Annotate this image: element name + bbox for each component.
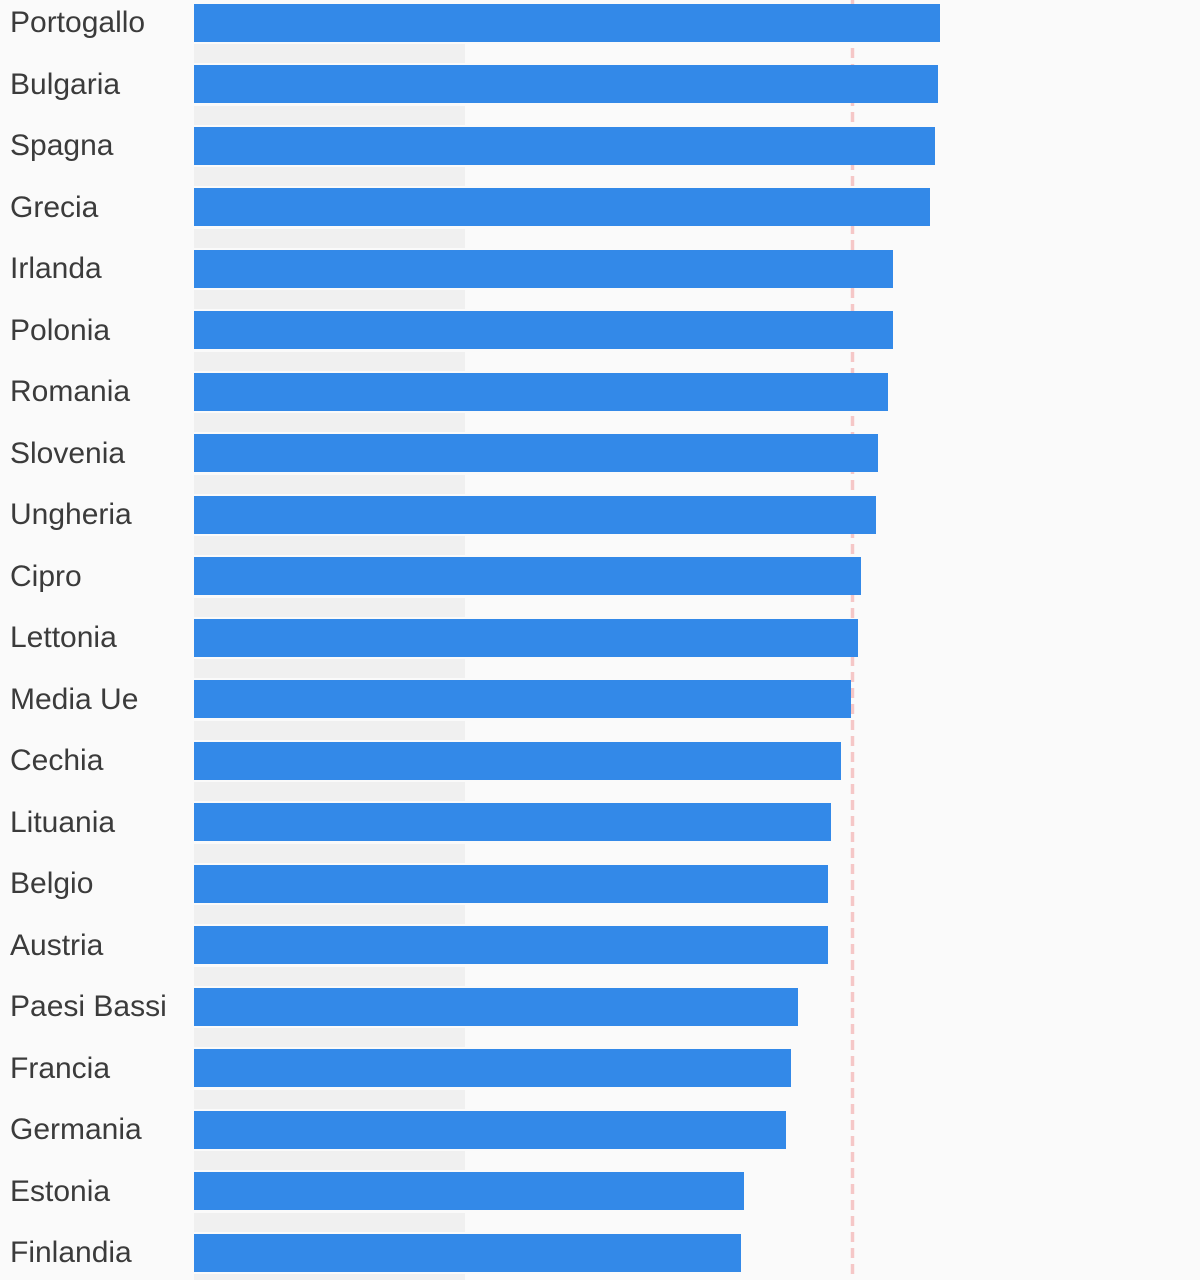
country-bar[interactable]	[194, 126, 935, 165]
country-label: Germania	[10, 1113, 142, 1146]
chart-row: Cechia	[0, 738, 1200, 801]
country-label: Media Ue	[10, 682, 139, 716]
country-label: Finlandia	[10, 1236, 132, 1269]
country-bar[interactable]	[194, 618, 858, 657]
country-label: Bulgaria	[10, 67, 121, 101]
row-stripe	[194, 1151, 465, 1170]
chart-row: Estonia	[0, 1169, 1200, 1232]
row-stripe	[194, 44, 465, 63]
country-bar[interactable]	[194, 311, 893, 349]
row-stripe	[194, 228, 465, 248]
row-stripe	[194, 597, 465, 617]
chart-row: Austria	[0, 923, 1200, 986]
country-label: Austria	[10, 928, 104, 962]
country-label: Cechia	[10, 744, 104, 777]
country-label: Spagna	[10, 129, 114, 162]
chart-row: Bulgaria	[0, 62, 1200, 125]
country-bar[interactable]	[194, 926, 828, 964]
chart-row: Irlanda	[0, 246, 1200, 309]
country-bar[interactable]	[194, 864, 828, 903]
row-stripe	[194, 966, 465, 986]
country-label: Ungheria	[10, 498, 132, 531]
country-label: Belgio	[10, 867, 94, 900]
chart-row: Belgio	[0, 861, 1200, 924]
country-label: Polonia	[10, 313, 111, 347]
chart-row: Spagna	[0, 123, 1200, 186]
country-label: Grecia	[10, 190, 99, 224]
country-bar[interactable]	[194, 557, 861, 595]
country-bar[interactable]	[194, 3, 940, 42]
chart-row: Grecia	[0, 185, 1200, 248]
chart-row: Germania	[0, 1107, 1200, 1170]
country-bar[interactable]	[194, 803, 831, 841]
row-stripe	[194, 782, 465, 801]
row-stripe	[194, 1212, 465, 1232]
country-label: Lettonia	[10, 621, 117, 654]
chart-row: Slovenia	[0, 431, 1200, 494]
row-stripe	[194, 474, 465, 494]
country-label: Portogallo	[10, 6, 146, 39]
row-stripe	[194, 290, 465, 309]
country-bar[interactable]	[194, 434, 878, 472]
row-stripe	[194, 1028, 465, 1047]
chart-row: Lituania	[0, 800, 1200, 863]
row-stripe	[194, 843, 465, 863]
country-bar[interactable]	[194, 495, 876, 534]
chart-row: Cipro	[0, 554, 1200, 617]
chart-row: Portogallo	[0, 0, 1200, 63]
chart-row: Media Ue	[0, 677, 1200, 740]
row-stripe	[194, 905, 465, 924]
country-label: Romania	[10, 375, 131, 408]
row-stripe	[194, 536, 465, 555]
country-bar[interactable]	[194, 65, 938, 103]
country-bar[interactable]	[194, 680, 851, 718]
chart-row: Francia	[0, 1046, 1200, 1109]
row-stripe	[194, 167, 465, 186]
country-bar[interactable]	[194, 372, 888, 411]
row-stripe	[194, 720, 465, 740]
row-stripe	[194, 1274, 465, 1280]
country-label: Francia	[10, 1051, 111, 1085]
country-label: Estonia	[10, 1174, 111, 1208]
country-label: Lituania	[10, 805, 116, 839]
country-bar[interactable]	[194, 1172, 744, 1210]
chart-row: Finlandia	[0, 1230, 1200, 1280]
country-bar[interactable]	[194, 1049, 791, 1087]
row-stripe	[194, 105, 465, 125]
row-stripe	[194, 351, 465, 371]
chart-row: Paesi Bassi	[0, 984, 1200, 1047]
country-bar[interactable]	[194, 987, 798, 1026]
country-label: Cipro	[10, 559, 82, 593]
country-bar[interactable]	[194, 188, 930, 226]
country-bar[interactable]	[194, 249, 893, 288]
country-bar[interactable]	[194, 741, 841, 780]
row-stripe	[194, 1089, 465, 1109]
country-bar[interactable]	[194, 1110, 786, 1149]
chart-row: Romania	[0, 369, 1200, 432]
row-stripe	[194, 659, 465, 678]
chart-row: Polonia	[0, 308, 1200, 371]
country-bar[interactable]	[194, 1233, 741, 1272]
chart-row: Lettonia	[0, 615, 1200, 678]
country-label: Slovenia	[10, 436, 126, 470]
row-stripe	[194, 413, 465, 432]
country-label: Irlanda	[10, 252, 102, 285]
chart-row: Ungheria	[0, 492, 1200, 555]
country-label: Paesi Bassi	[10, 990, 167, 1023]
